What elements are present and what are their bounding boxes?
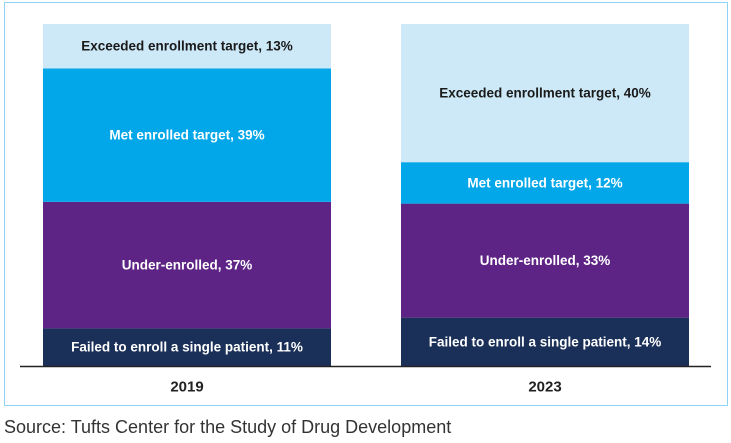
x-tick-label-2019: 2019 [170, 379, 203, 396]
data-label-2019-under-enrolled: Under-enrolled, 37% [122, 258, 253, 273]
x-tick-label-2023: 2023 [528, 379, 561, 396]
bar-2019-under-enrolled [43, 201, 331, 329]
data-label-2023-met-enrolled-target: Met enrolled target, 12% [467, 175, 622, 190]
data-label-2019-met-enrolled-target: Met enrolled target, 39% [109, 128, 264, 143]
data-label-2019-exceeded-enrollment-target: Exceeded enrollment target, 13% [81, 39, 293, 54]
bar-2023-under-enrolled [401, 203, 689, 318]
data-label-2019-failed-to-enroll-a-single-patient: Failed to enroll a single patient, 11% [71, 340, 303, 355]
bar-2019-exceeded-enrollment-target [43, 24, 331, 69]
bar-2019-met-enrolled-target [43, 68, 331, 202]
data-label-2023-exceeded-enrollment-target: Exceeded enrollment target, 40% [439, 86, 651, 101]
bar-2023-failed-to-enroll-a-single-patient [401, 317, 689, 366]
chart-frame [4, 2, 728, 406]
bar-2019-failed-to-enroll-a-single-patient [43, 328, 331, 366]
data-label-2023-under-enrolled: Under-enrolled, 33% [480, 253, 611, 268]
stacked-bar-chart: Failed to enroll a single patient, 11% Un… [20, 24, 711, 396]
source-note: Source: Tufts Center for the Study of Dr… [4, 417, 452, 437]
data-label-2023-failed-to-enroll-a-single-patient: Failed to enroll a single patient, 14% [429, 334, 662, 349]
bar-2023-exceeded-enrollment-target [401, 24, 689, 163]
bar-2023-met-enrolled-target [401, 162, 689, 204]
